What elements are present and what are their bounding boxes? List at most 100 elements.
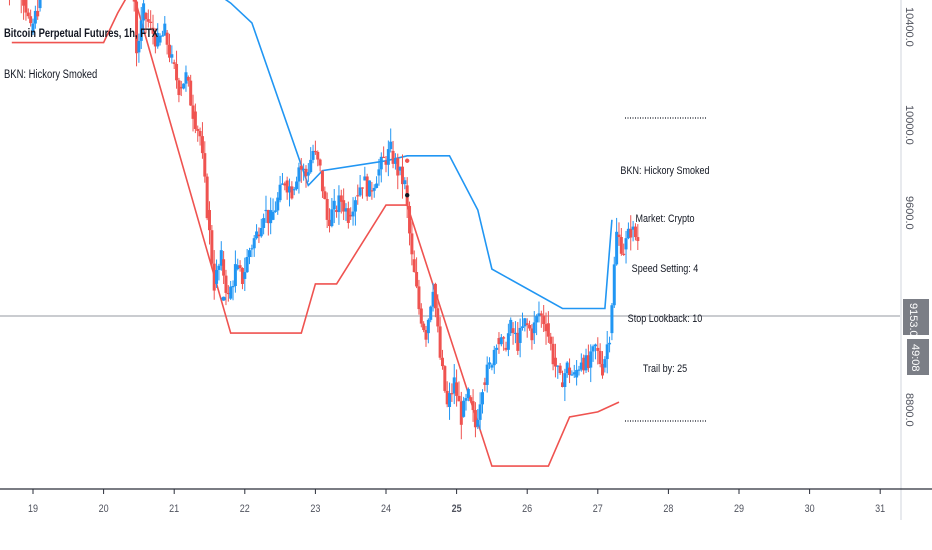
last-price-value: 9153.0 (907, 303, 919, 337)
candle-body (462, 400, 466, 417)
candle-body (438, 326, 442, 358)
candle-body (182, 83, 186, 89)
candle-body (464, 398, 468, 401)
candle-body (297, 167, 301, 182)
candle-body (24, 0, 28, 13)
candle-body (22, 0, 26, 6)
candles (8, 0, 640, 440)
candle-body (586, 355, 590, 369)
candle-body (386, 149, 390, 165)
candle-body (575, 370, 579, 378)
candle-body (264, 209, 268, 212)
candle-body (539, 313, 543, 316)
candle-body (349, 214, 353, 217)
candle-body (469, 397, 473, 402)
candle-body (252, 238, 256, 249)
x-axis-ticks: 19 20 21 22 23 24 25 26 27 28 29 30 31 (28, 489, 886, 515)
candle-body (295, 181, 299, 190)
candle-body (393, 158, 397, 164)
candle-body (528, 324, 532, 329)
candle-body (433, 283, 437, 309)
candle-body (403, 180, 407, 185)
candle-body (466, 388, 470, 399)
candle-body (356, 195, 360, 197)
candle-body (532, 322, 536, 334)
candle-body (542, 315, 546, 325)
candle-body (311, 150, 315, 160)
info-box-line: BKN: Hickory Smoked (620, 165, 709, 177)
candle-body (589, 351, 593, 368)
candle-body (577, 369, 581, 371)
candle-body (612, 264, 616, 306)
candle-body (186, 77, 190, 81)
candle-body (436, 308, 440, 327)
candle-body (200, 136, 204, 154)
info-box: BKN: Hickory Smoked Market: Crypto Speed… (620, 165, 709, 375)
candle-body (269, 210, 273, 224)
candle-body (132, 0, 136, 2)
candle-body (372, 187, 376, 191)
candle-body (570, 374, 574, 376)
candle-body (280, 183, 284, 185)
candle-body (415, 271, 419, 287)
candle-body (248, 250, 252, 257)
x-tick-label: 25 (452, 503, 462, 515)
candle-body (137, 40, 141, 53)
candle-body (191, 105, 195, 119)
candle-body (302, 168, 306, 171)
candle-body (353, 200, 357, 212)
candle-body (368, 180, 372, 197)
candle-body (167, 44, 171, 58)
x-tick-label: 22 (240, 503, 250, 515)
candle-body (417, 286, 421, 310)
candle-body (471, 401, 475, 411)
candle-body (389, 141, 393, 150)
candle-body (518, 327, 522, 343)
x-tick-label: 21 (169, 503, 179, 515)
candle-body (605, 344, 609, 360)
candle-body (429, 306, 433, 320)
candle-body (584, 355, 588, 371)
info-box-line: Speed Setting: 4 (632, 263, 699, 275)
candle-body (156, 32, 160, 47)
candle-body (408, 205, 412, 234)
candle-body (316, 151, 320, 160)
candle-body (306, 172, 310, 176)
info-box-line: Trail by: 25 (643, 363, 688, 375)
countdown-value: 49:08 (909, 344, 921, 372)
upper-stop-line (224, 0, 613, 310)
candle-body (622, 253, 626, 255)
candle-body (504, 347, 508, 350)
candle-body (135, 1, 139, 54)
candle-body (309, 159, 313, 173)
candle-body (38, 0, 42, 9)
candle-body (530, 328, 534, 341)
x-tick-label: 31 (875, 503, 885, 515)
candle-body (424, 329, 428, 340)
candle-body (342, 200, 346, 212)
candle-body (626, 228, 630, 239)
candle-body (233, 264, 237, 287)
candle-body (445, 390, 449, 405)
candle-body (572, 372, 576, 375)
candle-body (551, 343, 555, 365)
y-axis-ticks: 10400.0 10000.0 9600.0 8800.0 (903, 7, 915, 427)
signal-dots (221, 158, 410, 301)
candle-body (485, 364, 489, 385)
candle-body (561, 382, 564, 388)
candle-body (224, 275, 228, 293)
candle-body (259, 227, 263, 237)
candle-body (473, 410, 477, 428)
candle-body (535, 316, 539, 323)
candle-body (601, 363, 605, 376)
candle-body (346, 208, 350, 223)
x-tick-label: 29 (734, 503, 744, 515)
candle-body (591, 346, 595, 352)
candle-body (502, 337, 506, 339)
candle-body (158, 35, 162, 43)
candle-body (537, 313, 541, 317)
candle-body (288, 186, 292, 193)
candle-body (563, 373, 567, 388)
candle-body (208, 210, 211, 231)
